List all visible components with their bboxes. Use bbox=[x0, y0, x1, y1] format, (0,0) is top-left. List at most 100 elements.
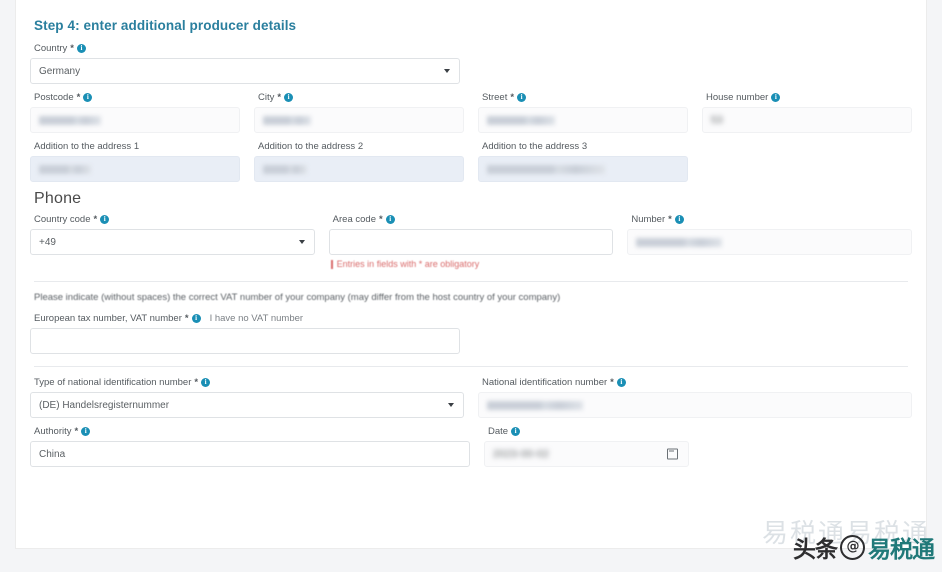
vat-input[interactable] bbox=[30, 328, 460, 354]
producer-details-card: Step 4: enter additional producer detail… bbox=[16, 0, 926, 548]
country-code-required-marker: * bbox=[93, 214, 98, 225]
identification-type-label-text: Type of national identification number bbox=[34, 377, 192, 388]
phone-row: Country code * i +49 Area code * i Entri… bbox=[30, 214, 913, 269]
street-label: Street * i bbox=[482, 92, 688, 103]
postcode-field: Postcode * i bbox=[30, 92, 240, 133]
vat-required-marker: * bbox=[184, 313, 189, 324]
phone-section-title: Phone bbox=[34, 190, 82, 207]
chevron-down-icon bbox=[298, 240, 305, 244]
postcode-required-marker: * bbox=[76, 92, 81, 103]
city-required-marker: * bbox=[277, 92, 282, 103]
country-label: Country * i bbox=[34, 43, 460, 54]
country-label-text: Country bbox=[34, 43, 68, 54]
info-icon[interactable]: i bbox=[517, 93, 527, 102]
postcode-label: Postcode * i bbox=[34, 92, 240, 103]
identification-row-1: Type of national identification number *… bbox=[30, 377, 912, 418]
redacted-value bbox=[263, 115, 311, 125]
info-icon[interactable]: i bbox=[674, 215, 684, 224]
vat-label: European tax number, VAT number * i I ha… bbox=[34, 313, 460, 324]
redacted-value bbox=[263, 164, 307, 174]
phone-number-input[interactable] bbox=[627, 229, 913, 255]
identification-type-select[interactable]: (DE) Handelsregisternummer bbox=[30, 392, 464, 418]
country-code-label: Country code * i bbox=[34, 214, 315, 225]
validation-error: Entries in fields with * are obligatory bbox=[330, 259, 614, 269]
vat-hint: Please indicate (without spaces) the cor… bbox=[34, 292, 561, 303]
identification-type-label: Type of national identification number *… bbox=[34, 377, 464, 388]
vat-label-text: European tax number, VAT number bbox=[34, 313, 182, 324]
authority-field: Authority * i China bbox=[30, 426, 470, 467]
country-code-label-text: Country code bbox=[34, 214, 91, 225]
date-input[interactable]: 2023-00-02 bbox=[484, 441, 689, 467]
country-required-marker: * bbox=[70, 43, 74, 54]
house-number-label: House number i bbox=[706, 92, 912, 103]
addition1-input[interactable] bbox=[30, 156, 240, 182]
city-label: City * i bbox=[258, 92, 464, 103]
watermark-at-icon: @ bbox=[840, 534, 865, 560]
identification-number-label-text: National identification number bbox=[482, 377, 608, 388]
validation-error-text: Entries in fields with * are obligatory bbox=[336, 259, 480, 269]
identification-type-required-marker: * bbox=[194, 377, 199, 388]
no-vat-number-link[interactable]: I have no VAT number bbox=[209, 313, 304, 324]
addition3-input[interactable] bbox=[478, 156, 688, 182]
info-icon[interactable]: i bbox=[511, 427, 521, 436]
watermark-right-text: 易税通 bbox=[868, 537, 935, 563]
page-title: Step 4: enter additional producer detail… bbox=[34, 18, 297, 33]
house-number-input[interactable]: 53 bbox=[702, 107, 912, 133]
country-code-select[interactable]: +49 bbox=[30, 229, 315, 255]
authority-input[interactable]: China bbox=[30, 441, 470, 467]
addition1-field: Addition to the address 1 bbox=[30, 141, 240, 182]
identification-number-input[interactable] bbox=[478, 392, 912, 418]
phone-number-label-text: Number bbox=[631, 214, 666, 225]
info-icon[interactable]: i bbox=[284, 93, 294, 102]
phone-number-label: Number * i bbox=[631, 214, 912, 225]
area-code-label: Area code * i bbox=[333, 214, 614, 225]
city-input[interactable] bbox=[254, 107, 464, 133]
addition2-label: Addition to the address 2 bbox=[258, 141, 364, 152]
info-icon[interactable]: i bbox=[385, 215, 395, 224]
authority-required-marker: * bbox=[74, 426, 79, 437]
area-code-input[interactable] bbox=[328, 229, 614, 255]
info-icon[interactable]: i bbox=[83, 93, 93, 102]
phone-number-field: Number * i bbox=[627, 214, 913, 269]
redacted-value bbox=[487, 400, 583, 410]
country-code-value: +49 bbox=[39, 236, 56, 248]
section-divider bbox=[34, 281, 908, 282]
info-icon[interactable]: i bbox=[191, 314, 201, 323]
area-code-label-text: Area code bbox=[332, 214, 376, 225]
house-number-label-text: House number bbox=[706, 92, 769, 103]
info-icon[interactable]: i bbox=[201, 378, 211, 387]
info-icon[interactable]: i bbox=[616, 378, 626, 387]
identification-number-field: National identification number * i bbox=[478, 377, 912, 418]
authority-label: Authority * i bbox=[34, 426, 470, 437]
country-select[interactable]: Germany bbox=[30, 58, 460, 84]
country-field: Country * i Germany bbox=[30, 43, 460, 84]
date-field: Date i 2023-00-02 bbox=[484, 426, 689, 467]
street-required-marker: * bbox=[510, 92, 515, 103]
addition2-input[interactable] bbox=[254, 156, 464, 182]
street-label-text: Street bbox=[482, 92, 508, 103]
house-number-value: 53 bbox=[711, 114, 724, 126]
house-number-field: House number i 53 bbox=[702, 92, 912, 133]
street-field: Street * i bbox=[478, 92, 688, 133]
chevron-down-icon bbox=[448, 403, 454, 407]
redacted-value bbox=[39, 164, 91, 174]
postcode-input[interactable] bbox=[30, 107, 240, 133]
info-icon[interactable]: i bbox=[81, 427, 91, 436]
info-icon[interactable]: i bbox=[100, 215, 110, 224]
redacted-value bbox=[636, 237, 723, 247]
street-input[interactable] bbox=[478, 107, 688, 133]
country-row: Country * i Germany bbox=[30, 43, 912, 84]
area-code-field: Area code * i Entries in fields with * a… bbox=[328, 214, 614, 269]
error-marker-icon bbox=[330, 259, 333, 269]
area-code-required-marker: * bbox=[378, 214, 383, 225]
identification-number-required-marker: * bbox=[610, 377, 614, 388]
info-icon[interactable]: i bbox=[76, 44, 86, 53]
date-label-text: Date bbox=[488, 426, 509, 437]
identification-number-label: National identification number * i bbox=[482, 377, 912, 388]
redacted-value bbox=[39, 115, 101, 125]
date-value: 2023-00-02 bbox=[493, 448, 550, 460]
country-code-field: Country code * i +49 bbox=[30, 214, 315, 269]
info-icon[interactable]: i bbox=[771, 93, 781, 102]
addition2-field: Addition to the address 2 bbox=[254, 141, 464, 182]
calendar-icon[interactable] bbox=[667, 448, 678, 460]
